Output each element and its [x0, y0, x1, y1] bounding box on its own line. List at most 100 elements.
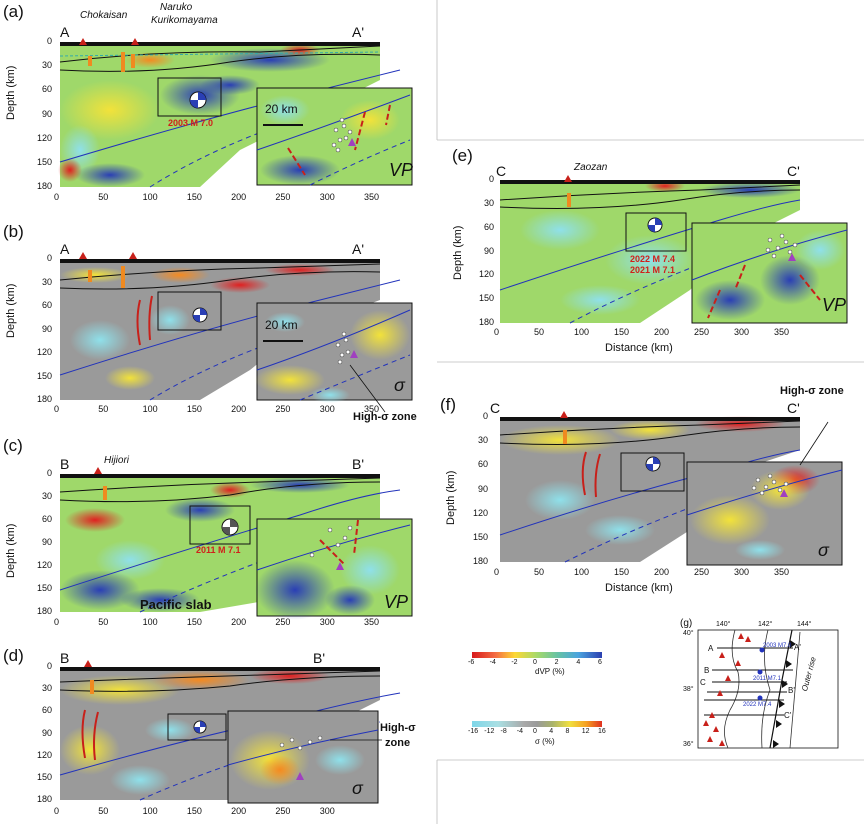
param-sigma-b: σ: [394, 375, 405, 395]
depth-tick-f-0: 0: [482, 411, 488, 421]
depth-tick-b-1: 30: [41, 276, 52, 287]
depth-tick-b-0: 0: [46, 253, 52, 263]
depth-tick-c-3: 90: [41, 537, 52, 547]
depth-tick-c-0: 0: [46, 468, 52, 478]
profile-right-c: B': [352, 456, 365, 472]
sigma-colorbar: [472, 721, 602, 727]
map-profile-a-prime: A': [794, 643, 801, 652]
depth-axis-c: Depth (km): [5, 523, 17, 578]
depth-axis-f: Depth (km): [445, 470, 457, 525]
depth-axis-e: Depth (km): [452, 225, 464, 280]
depth-tick-a-0: 0: [46, 36, 52, 46]
panel-f: [499, 411, 843, 566]
distance-tick-f-0: 0: [494, 567, 500, 577]
map-lat-40: 40°: [683, 630, 694, 637]
distance-tick-d-2: 100: [142, 806, 158, 816]
vp-colorbar-tick-3: 0: [533, 659, 537, 666]
map-profile-c-prime: C': [784, 711, 792, 720]
depth-tick-f-1: 30: [477, 435, 488, 446]
depth-tick-d-5: 150: [36, 771, 52, 782]
sigma-colorbar-label: σ (%): [535, 737, 555, 746]
depth-tick-b-4: 120: [36, 347, 52, 357]
distance-tick-a-7: 350: [364, 192, 380, 202]
map-profile-b: B: [704, 666, 710, 675]
distance-tick-b-3: 150: [186, 404, 202, 414]
profile-right-f: C': [787, 400, 800, 416]
map-lon-142: 142°: [758, 621, 773, 628]
map-quake-2011: 2011 M7.1: [753, 676, 781, 682]
panel-e: [499, 175, 848, 324]
panel-label-d: (d): [3, 646, 24, 665]
profile-left-d: B: [60, 650, 70, 666]
distance-tick-e-5: 250: [694, 327, 710, 337]
depth-tick-e-6: 180: [478, 317, 494, 327]
depth-tick-f-3: 90: [477, 483, 488, 494]
distance-axis-e: Distance (km): [605, 342, 673, 354]
depth-tick-e-4: 120: [478, 269, 494, 280]
distance-tick-f-2: 100: [574, 567, 590, 577]
depth-tick-c-5: 150: [36, 583, 52, 593]
depth-tick-a-1: 30: [41, 60, 52, 71]
distance-tick-e-7: 350: [774, 327, 790, 337]
pacific-slab-label: Pacific slab: [140, 597, 212, 612]
vp-colorbar: [472, 652, 602, 658]
distance-tick-b-0: 0: [54, 404, 60, 414]
profile-right-a: A': [352, 24, 365, 40]
distance-tick-c-1: 50: [98, 617, 109, 627]
distance-tick-b-5: 250: [275, 404, 291, 414]
param-vp-c: VP: [384, 592, 409, 612]
vp-colorbar-tick-5: 4: [576, 659, 581, 666]
distance-tick-a-4: 200: [231, 192, 247, 202]
distance-tick-d-4: 200: [231, 806, 247, 816]
depth-tick-b-5: 150: [36, 370, 52, 381]
quake-2021: 2021 M 7.1: [630, 265, 676, 275]
panel-label-a: (a): [3, 2, 24, 21]
distance-tick-c-5: 250: [275, 617, 291, 627]
map-quake-2022: 2022 M7.4: [743, 702, 772, 708]
distance-tick-f-7: 350: [774, 567, 790, 577]
sigma-colorbar-tick-5: 4: [549, 728, 554, 735]
scale-bar-b: 20 km: [265, 318, 298, 332]
distance-tick-e-4: 200: [654, 327, 670, 337]
depth-tick-a-3: 90: [41, 108, 52, 119]
sigma-colorbar-tick-2: -8: [500, 728, 507, 735]
distance-tick-f-5: 250: [694, 567, 710, 577]
depth-tick-f-5: 150: [472, 531, 488, 542]
distance-tick-c-3: 150: [186, 617, 202, 627]
depth-tick-c-2: 60: [41, 514, 52, 524]
profile-left-c: B: [60, 456, 70, 472]
depth-tick-f-6: 180: [472, 556, 488, 566]
depth-tick-a-4: 120: [36, 132, 52, 143]
depth-tick-d-0: 0: [46, 661, 52, 671]
distance-tick-a-2: 100: [142, 192, 158, 202]
volcano-chokaisan: Chokaisan: [80, 10, 128, 21]
sigma-colorbar-tick-4: 0: [533, 728, 537, 735]
panel-label-e: (e): [452, 146, 473, 165]
depth-tick-e-3: 90: [483, 245, 494, 256]
profile-left-e: C: [496, 163, 507, 179]
distance-tick-c-4: 200: [231, 617, 247, 627]
panel-c: [59, 467, 413, 620]
distance-tick-f-6: 300: [734, 567, 750, 577]
sigma-colorbar-tick-3: -4: [516, 728, 523, 735]
distance-tick-a-3: 150: [186, 192, 202, 202]
depth-tick-a-6: 180: [36, 181, 52, 191]
depth-tick-d-6: 180: [36, 794, 52, 804]
vp-colorbar-tick-6: 6: [598, 659, 602, 666]
distance-tick-a-6: 300: [319, 192, 335, 202]
profile-right-d: B': [313, 650, 326, 666]
map-lat-36: 36°: [683, 741, 694, 748]
param-sigma-f: σ: [818, 540, 829, 560]
distance-tick-a-1: 50: [98, 192, 109, 202]
sigma-colorbar-tick-6: 8: [565, 728, 570, 735]
vp-colorbar-tick-0: -6: [468, 659, 475, 666]
depth-tick-a-5: 150: [36, 156, 52, 167]
depth-tick-b-6: 180: [36, 394, 52, 404]
vp-colorbar-tick-1: -4: [489, 659, 496, 666]
volcano-hijiori: Hijiori: [104, 455, 129, 466]
depth-tick-c-1: 30: [41, 491, 52, 501]
high-sigma-zone-b: High-σ zone: [353, 411, 417, 423]
depth-tick-a-2: 60: [41, 84, 52, 95]
distance-tick-e-2: 100: [574, 327, 590, 337]
sigma-colorbar-tick-0: -16: [468, 728, 479, 735]
